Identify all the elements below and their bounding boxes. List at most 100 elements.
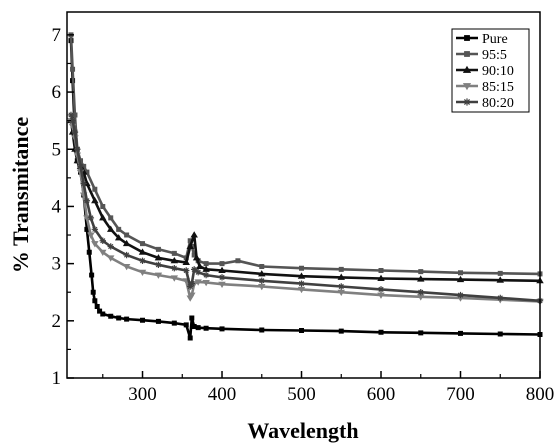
data-point: [458, 270, 464, 276]
data-point: [497, 294, 504, 302]
data-point: [139, 257, 146, 264]
data-point: [202, 271, 210, 279]
data-point: [377, 292, 385, 299]
x-axis-title: Wavelength: [247, 418, 358, 443]
data-point: [108, 313, 114, 319]
data-point: [114, 234, 123, 241]
legend-label: Pure: [482, 32, 508, 47]
data-point: [235, 258, 241, 264]
data-point: [123, 251, 130, 259]
data-point: [99, 214, 107, 221]
legend-marker: [464, 51, 470, 57]
data-point: [299, 328, 305, 334]
data-point: [496, 276, 504, 283]
data-point: [259, 263, 265, 269]
data-point: [188, 280, 196, 287]
data-point: [90, 289, 96, 295]
data-point: [377, 274, 385, 281]
x-tick-label: 600: [367, 384, 396, 405]
x-tick-label: 500: [287, 384, 316, 405]
data-point: [259, 327, 265, 333]
legend-label: 95:5: [482, 48, 507, 63]
data-point: [87, 214, 95, 222]
data-point: [219, 261, 225, 267]
data-point: [91, 226, 99, 233]
data-point: [140, 317, 146, 323]
data-point: [338, 266, 344, 272]
data-point: [69, 117, 76, 124]
data-point: [170, 275, 179, 282]
data-point: [183, 322, 189, 328]
x-tick-label: 300: [128, 384, 157, 405]
data-point: [457, 291, 464, 299]
data-point: [497, 270, 503, 276]
x-tick-label: 800: [526, 384, 555, 405]
data-point: [337, 289, 345, 297]
legend-item: 90:10: [456, 64, 514, 79]
data-point: [186, 242, 194, 249]
data-point: [83, 197, 91, 204]
series-line: [69, 120, 541, 303]
legend-item: 95:5: [456, 48, 507, 63]
legend-marker: [463, 98, 471, 106]
data-point: [91, 196, 99, 204]
data-point: [91, 241, 99, 248]
data-point: [155, 261, 162, 268]
data-point: [124, 232, 130, 238]
data-point: [100, 311, 106, 317]
y-tick-label: 5: [52, 139, 62, 160]
data-point: [298, 280, 305, 287]
data-point: [203, 261, 209, 267]
data-point: [154, 272, 163, 279]
data-point: [192, 254, 201, 261]
data-point: [202, 279, 210, 287]
data-point: [182, 258, 190, 265]
data-point: [187, 335, 193, 341]
y-tick-label: 1: [52, 368, 62, 389]
legend-item: 85:15: [456, 80, 514, 95]
data-point: [171, 320, 177, 326]
legend-marker: [464, 35, 470, 41]
data-point: [108, 215, 114, 221]
data-point: [116, 315, 122, 321]
data-point: [183, 267, 190, 274]
data-point: [77, 163, 84, 170]
data-point: [140, 241, 146, 247]
data-point: [418, 330, 424, 336]
data-point: [378, 329, 384, 335]
data-point: [196, 262, 204, 269]
y-tick-label: 4: [52, 196, 62, 217]
data-point: [67, 111, 75, 119]
data-point: [195, 325, 201, 331]
data-point: [418, 269, 424, 275]
data-point: [170, 256, 179, 264]
series-line: [69, 120, 541, 283]
data-point: [218, 274, 226, 281]
data-point: [497, 331, 503, 337]
data-point: [122, 263, 131, 271]
data-point: [338, 328, 344, 334]
data-point: [94, 304, 100, 310]
data-point: [219, 326, 225, 332]
data-point: [188, 292, 196, 299]
legend-label: 80:20: [482, 96, 514, 111]
data-point: [99, 249, 107, 256]
data-point: [70, 66, 76, 72]
y-axis-title: % Transmitance: [8, 117, 33, 273]
data-point: [80, 180, 87, 187]
y-tick-label: 2: [52, 311, 62, 332]
data-point: [138, 269, 147, 276]
plot-frame: [66, 11, 541, 379]
data-point: [72, 112, 78, 118]
data-point: [218, 281, 226, 289]
data-point: [258, 284, 266, 291]
data-point: [155, 246, 161, 252]
data-point: [417, 275, 425, 282]
data-point: [202, 265, 210, 272]
data-point: [458, 330, 464, 336]
x-tick-label: 400: [208, 384, 237, 405]
data-point: [378, 267, 384, 273]
legend-label: 85:15: [482, 80, 514, 95]
